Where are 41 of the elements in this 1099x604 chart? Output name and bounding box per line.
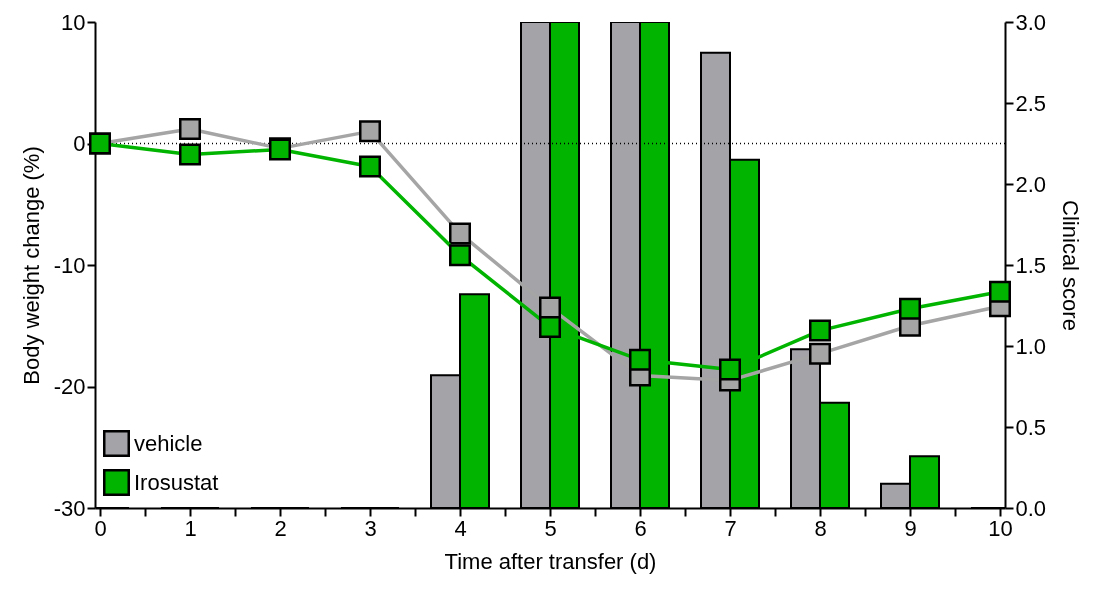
x-tick-label: 10 xyxy=(988,515,1013,541)
point xyxy=(359,120,381,143)
y2-tick-label: 2.5 xyxy=(1015,90,1047,116)
point xyxy=(449,244,471,267)
x-tick-label: 7 xyxy=(724,515,737,541)
point xyxy=(179,143,201,166)
point xyxy=(809,342,831,365)
point xyxy=(449,222,471,245)
y2-tick-label: 0.0 xyxy=(1015,495,1047,521)
point xyxy=(989,280,1011,303)
y2-tick-label: 1.0 xyxy=(1015,333,1047,359)
x-tick-label: 1 xyxy=(184,515,197,541)
x-tick-label: 3 xyxy=(364,515,377,541)
y2-axis-title: Clinical score xyxy=(1058,200,1084,331)
x-tick-label: 2 xyxy=(274,515,287,541)
y-tick-label: 0 xyxy=(73,131,86,156)
x-tick-label: 9 xyxy=(904,515,917,541)
point xyxy=(629,348,651,371)
y2-tick-label: 3.0 xyxy=(1015,9,1047,35)
y-tick-label: -10 xyxy=(53,252,86,278)
y-axis-title: Body weight change (%) xyxy=(18,146,44,385)
y-tick-label: 10 xyxy=(61,9,86,35)
x-tick-label: 4 xyxy=(454,515,467,541)
point xyxy=(899,297,921,320)
legend-label: vehicle xyxy=(134,430,203,456)
point xyxy=(809,319,831,342)
x-tick-label: 0 xyxy=(94,515,107,541)
y-tick-label: -30 xyxy=(53,495,86,521)
y-tick-label: -20 xyxy=(53,374,86,399)
legend-label: Irosustat xyxy=(134,469,219,495)
x-tick-label: 5 xyxy=(544,515,557,541)
point xyxy=(179,117,201,140)
x-tick-label: 8 xyxy=(814,515,827,541)
point xyxy=(539,315,561,338)
x-axis-title: Time after transfer (d) xyxy=(444,548,657,574)
y2-tick-label: 1.5 xyxy=(1015,252,1047,278)
point xyxy=(359,155,381,178)
y2-tick-label: 2.0 xyxy=(1015,171,1047,197)
y2-tick-label: 0.5 xyxy=(1015,414,1047,440)
point xyxy=(719,358,741,381)
x-tick-label: 6 xyxy=(634,515,647,541)
